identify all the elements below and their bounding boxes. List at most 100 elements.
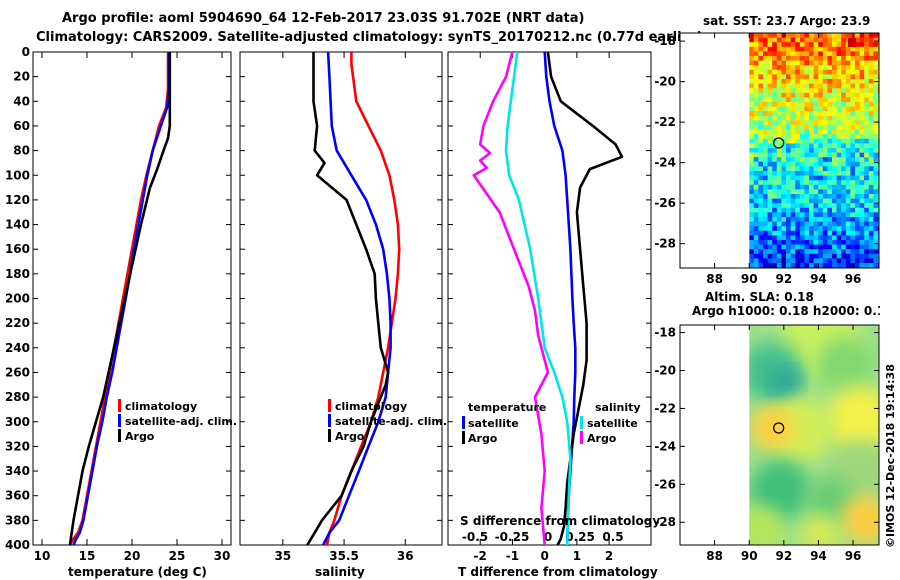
sst-cell <box>804 249 810 255</box>
sst-cell <box>772 152 778 158</box>
sst-cell <box>822 258 828 264</box>
sst-cell <box>822 152 828 158</box>
sst-cell <box>836 230 842 236</box>
sst-cell <box>864 120 870 126</box>
sst-cell <box>822 161 828 167</box>
sst-cell <box>749 37 755 43</box>
sst-cell <box>795 180 801 186</box>
sst-cell <box>795 217 801 222</box>
sst-cell <box>855 203 860 209</box>
sst-cell <box>868 134 874 140</box>
sst-cell <box>776 79 782 84</box>
sst-cell <box>855 115 860 121</box>
sst-cell <box>776 180 782 186</box>
sst-cell <box>873 189 879 195</box>
sst-cell <box>758 46 764 52</box>
sst-cell <box>749 134 755 140</box>
sst-cell <box>873 120 879 126</box>
sst-cell <box>841 240 847 245</box>
sst-cell <box>832 230 837 236</box>
sst-cell <box>845 207 851 213</box>
map-xtick-label: 88 <box>706 549 723 563</box>
depth-tick-label: 200 <box>5 292 30 306</box>
sla-map-frame <box>679 324 880 546</box>
sst-cell <box>873 212 879 218</box>
sst-cell <box>776 92 782 98</box>
sst-cell <box>795 92 801 98</box>
sst-cell <box>859 166 865 172</box>
sst-cell <box>841 166 847 172</box>
sst-cell <box>827 203 833 209</box>
sst-cell <box>818 235 824 241</box>
sst-cell <box>799 51 805 57</box>
sst-cell <box>827 175 833 181</box>
sst-cell <box>790 134 796 140</box>
sst-cell <box>868 240 874 245</box>
sst-cell <box>795 120 801 126</box>
sst-cell <box>836 157 842 163</box>
sst-cell <box>832 65 837 71</box>
sst-cell <box>855 138 860 144</box>
sst-cell <box>822 198 828 204</box>
sst-cell <box>758 198 764 204</box>
sst-cell <box>781 161 787 167</box>
sst-cell <box>822 111 828 117</box>
sst-cell <box>868 180 874 186</box>
sst-cell <box>758 92 764 98</box>
sst-cell <box>809 37 814 43</box>
sst-cell <box>809 230 814 236</box>
sst-cell <box>749 161 755 167</box>
sst-cell <box>809 33 814 38</box>
sst-cell <box>827 161 833 167</box>
sst-cell <box>868 37 874 43</box>
figure-title-line1: Argo profile: aoml 5904690_64 12-Feb-201… <box>62 11 584 26</box>
sst-cell <box>868 235 874 241</box>
sst-cell <box>767 230 773 236</box>
sst-cell <box>804 60 810 66</box>
sst-cell <box>763 138 768 144</box>
map-xtick-label: 94 <box>810 549 827 563</box>
sst-cell <box>855 175 860 181</box>
sst-cell <box>809 203 814 209</box>
sst-cell <box>753 125 759 130</box>
sst-cell <box>804 189 810 195</box>
sst-cell <box>822 180 828 186</box>
sst-cell <box>822 235 828 241</box>
sst-cell <box>818 37 824 43</box>
sst-cell <box>795 184 801 190</box>
sst-cell <box>781 235 787 241</box>
sst-cell <box>836 51 842 57</box>
sst-cell <box>767 37 773 43</box>
sst-cell <box>813 189 819 195</box>
sst-cell <box>758 129 764 135</box>
sst-cell <box>827 253 833 259</box>
sst-cell <box>786 152 791 158</box>
sst-cell <box>850 161 856 167</box>
sst-cell <box>827 221 833 227</box>
sst-cell <box>822 51 828 57</box>
sst-cell <box>799 79 805 84</box>
sst-cell <box>827 74 833 80</box>
sst-cell <box>864 253 870 259</box>
sst-cell <box>864 69 870 75</box>
sst-cell <box>786 184 791 190</box>
sst-cell <box>827 88 833 94</box>
sst-cell <box>758 212 764 218</box>
sst-cell <box>868 226 874 232</box>
sst-cell <box>836 263 842 268</box>
sst-cell <box>781 157 787 163</box>
sst-cell <box>795 152 801 158</box>
sst-cell <box>795 74 801 80</box>
sst-cell <box>781 240 787 245</box>
sst-cell <box>836 207 842 213</box>
map-ytick-label: -18 <box>654 326 676 340</box>
timestamp-stamp: ©IMOS 12-Dec-2018 19:14:38 <box>884 364 897 548</box>
sst-cell <box>859 235 865 241</box>
legend-label: Argo <box>125 430 155 443</box>
sst-cell <box>804 51 810 57</box>
sst-cell <box>763 230 768 236</box>
sst-cell <box>845 120 851 126</box>
difference-xtick-label: -2 <box>474 549 487 563</box>
sst-cell <box>841 79 847 84</box>
sst-cell <box>859 207 865 213</box>
